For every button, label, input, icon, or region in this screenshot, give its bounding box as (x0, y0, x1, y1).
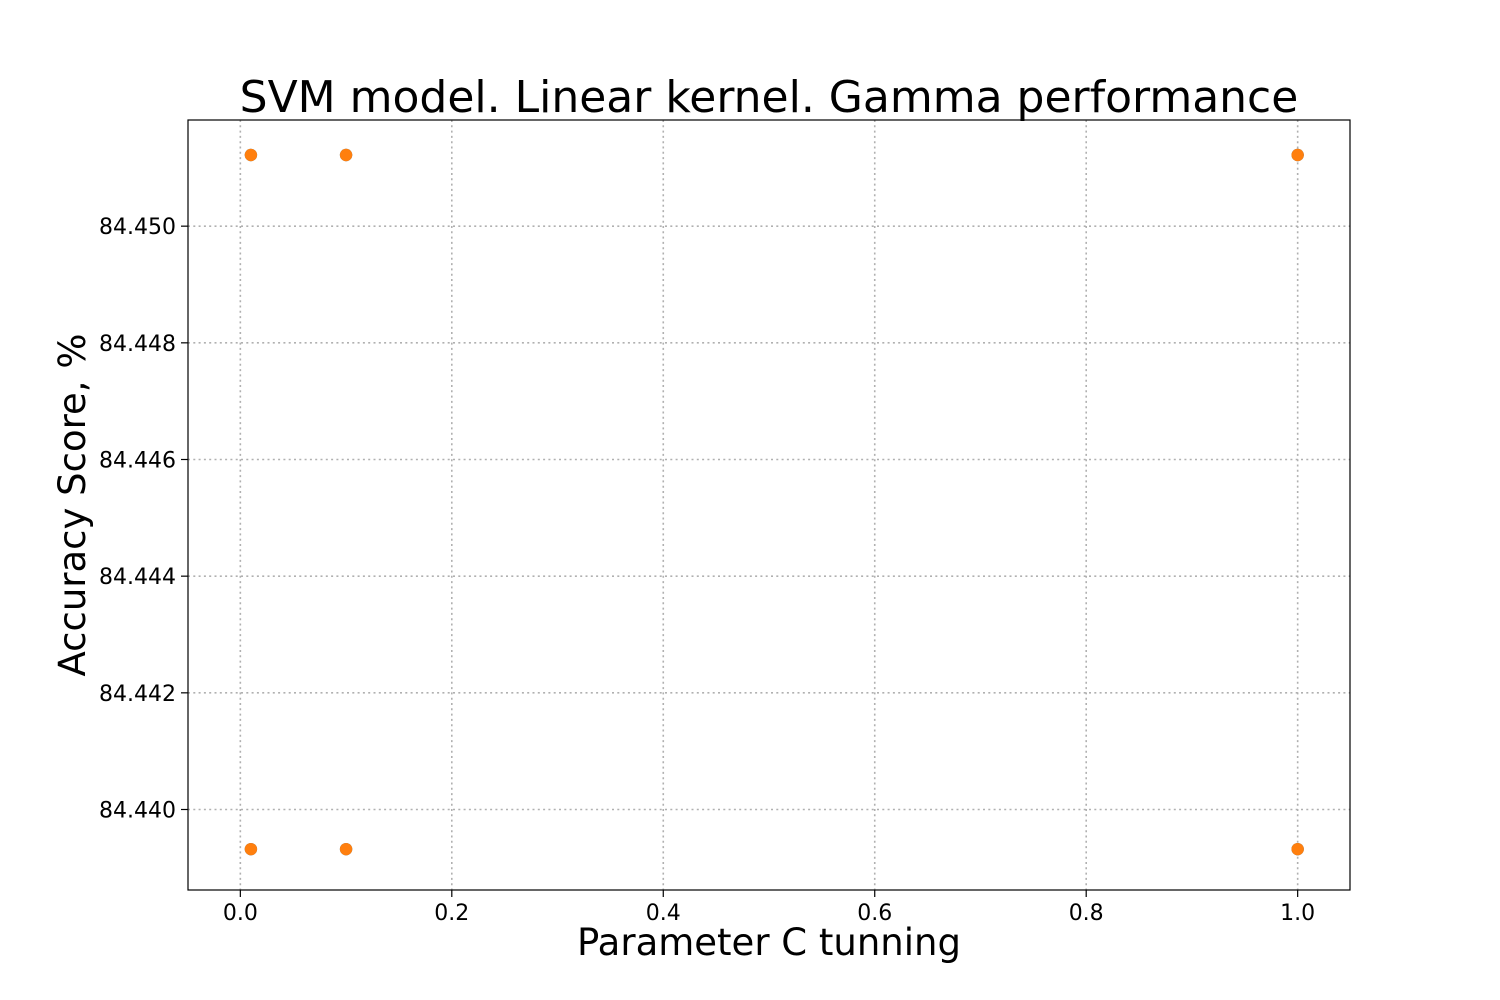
y-tick-label: 84.450 (99, 215, 176, 240)
x-tick-label: 0.0 (223, 901, 258, 926)
data-point (244, 842, 258, 856)
chart-title: SVM model. Linear kernel. Gamma performa… (240, 72, 1299, 123)
y-tick-label: 84.448 (99, 332, 176, 357)
y-axis-ticks: 84.440 84.442 84.444 84.446 84.448 84.450 (99, 215, 188, 824)
data-point (1291, 148, 1304, 162)
x-tick-label: 0.2 (434, 901, 469, 926)
grid (188, 120, 1350, 890)
y-tick-label: 84.446 (99, 449, 176, 474)
x-axis-label: Parameter C tunning (577, 921, 961, 964)
y-tick-label: 84.440 (99, 799, 176, 824)
x-tick-label: 0.8 (1069, 901, 1104, 926)
x-tick-label: 0.6 (857, 901, 892, 926)
data-point (339, 842, 353, 856)
x-axis-ticks: 0.0 0.2 0.4 0.6 0.8 1.0 (223, 890, 1315, 926)
x-tick-label: 1.0 (1280, 901, 1315, 926)
x-tick-label: 0.4 (646, 901, 681, 926)
y-axis-label: Accuracy Score, % (51, 334, 94, 677)
axes-frame (187, 119, 1351, 891)
data-point (339, 148, 353, 162)
data-point (244, 148, 258, 162)
y-tick-label: 84.444 (99, 565, 176, 590)
data-point (1291, 842, 1304, 856)
y-tick-label: 84.442 (99, 682, 176, 707)
data-points (244, 148, 1304, 856)
